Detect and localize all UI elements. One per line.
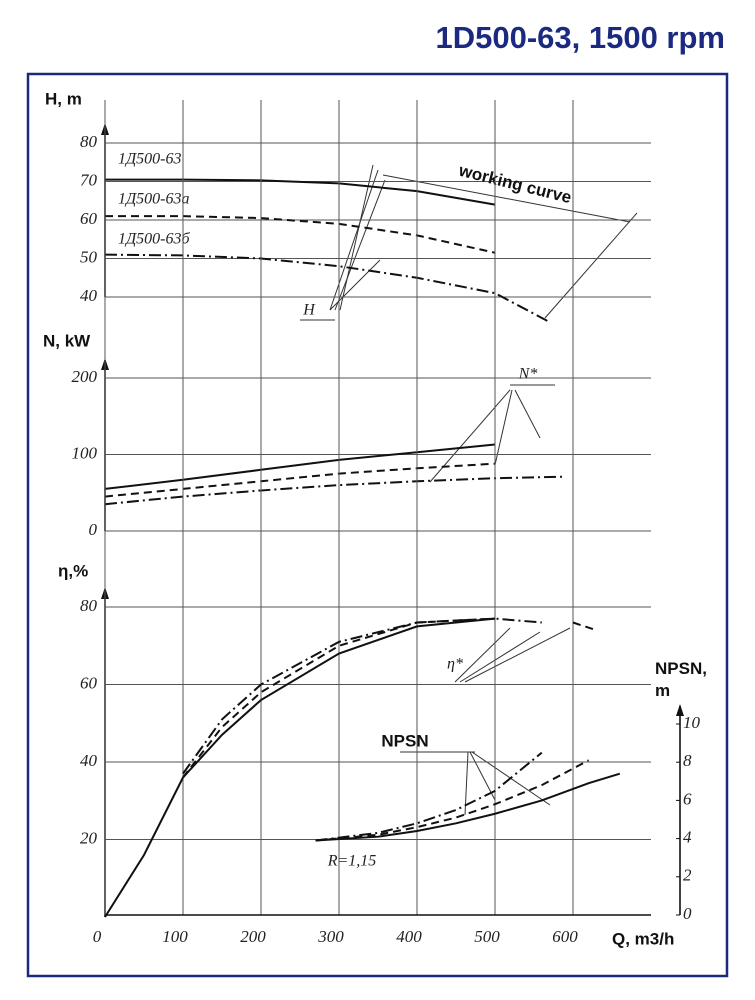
y-tick-label: 0 xyxy=(89,520,98,539)
series-line xyxy=(315,751,543,842)
x-tick-label: 600 xyxy=(552,927,578,946)
y-axis-label: η,% xyxy=(58,561,88,580)
pointers xyxy=(300,164,638,816)
series-line xyxy=(315,772,621,842)
y-tick-label: 50 xyxy=(80,247,98,266)
y-tick-label: 40 xyxy=(80,751,98,770)
series-line xyxy=(182,617,542,775)
y-tick-label: 80 xyxy=(80,132,98,151)
series-line xyxy=(104,253,551,323)
y-tick-label: 6 xyxy=(683,789,692,808)
y-axis-label: H, m xyxy=(45,89,82,108)
y-tick-label: 80 xyxy=(80,596,98,615)
annotation: R=1,15 xyxy=(327,853,377,870)
y-tick-label: 0 xyxy=(683,904,692,923)
y-tick-label: 60 xyxy=(80,209,98,228)
x-tick-label: 200 xyxy=(240,927,266,946)
y-tick-label: 200 xyxy=(72,367,98,386)
y-tick-label: 70 xyxy=(80,170,98,189)
y-tick-label: 20 xyxy=(80,828,98,847)
x-tick-label: 500 xyxy=(474,927,500,946)
y-axis-label: N, kW xyxy=(43,331,91,350)
x-tick-label: 300 xyxy=(317,927,344,946)
y-tick-label: 40 xyxy=(80,286,98,305)
y-tick-label: 100 xyxy=(72,443,98,462)
y-tick-label: 4 xyxy=(683,828,692,847)
legend-label: 1Д500-63б xyxy=(118,231,191,248)
annotation: η* xyxy=(447,656,463,673)
y-tick-label: 60 xyxy=(80,673,98,692)
x-tick-label: 100 xyxy=(162,927,188,946)
frame xyxy=(26,72,729,978)
series-line xyxy=(315,759,590,842)
annotation: NPSN xyxy=(381,731,428,750)
chart-title: 1D500-63, 1500 rpm xyxy=(435,20,725,55)
series-line xyxy=(182,617,597,779)
axis-arrow xyxy=(676,704,684,716)
annotation: N* xyxy=(518,366,538,383)
series-line xyxy=(105,461,589,497)
series-line xyxy=(105,434,620,489)
x-tick-label: 400 xyxy=(396,927,422,946)
y-tick-label: 2 xyxy=(683,866,692,885)
x-axis-label: Q, m3/h xyxy=(612,929,674,948)
y-tick-label: 10 xyxy=(683,713,701,732)
y-axis-label: NPSN, m xyxy=(655,659,707,700)
annotation: H xyxy=(302,302,316,319)
legend-label: 1Д500-63а xyxy=(118,191,190,208)
legend-label: 1Д500-63 xyxy=(118,151,182,168)
x-tick-label: 0 xyxy=(93,927,102,946)
y-tick-label: 8 xyxy=(683,751,692,770)
series-line xyxy=(105,216,589,285)
